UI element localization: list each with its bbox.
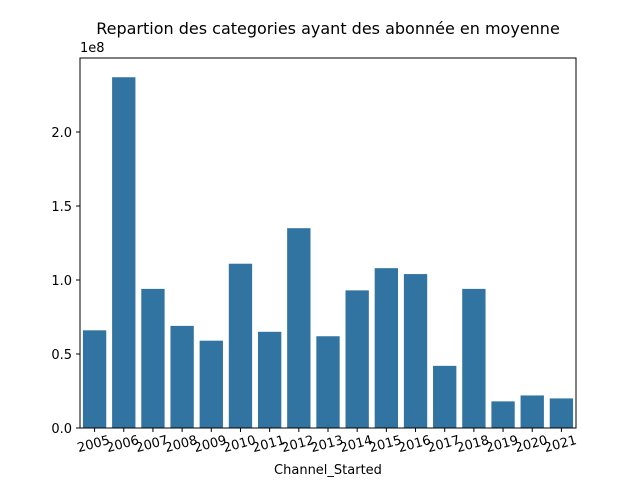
bar-2009 — [199, 340, 223, 428]
bar-2012 — [287, 228, 311, 428]
bar-2010 — [228, 263, 253, 428]
bar-2005 — [82, 330, 107, 428]
bar-2006 — [112, 77, 136, 429]
bar-2021 — [549, 398, 574, 428]
x-axis-label: Channel_Started — [274, 463, 382, 478]
bar-2018 — [462, 288, 486, 428]
bar-2020 — [520, 395, 544, 428]
bar-2014 — [345, 290, 369, 428]
bar-2007 — [141, 288, 165, 428]
chart-title: Repartion des categories ayant des abonn… — [96, 19, 560, 38]
x-tick-label: 2021 — [543, 433, 579, 456]
bar-2017 — [433, 365, 457, 428]
plot-frame — [79, 57, 577, 429]
y-axis-ticks: 0.0 0.5 1.0 1.5 2.0 — [51, 126, 80, 437]
x-axis-ticks: 2005200620072008200920102011201220132014… — [76, 428, 579, 456]
y-tick-label: 0.0 — [51, 422, 72, 437]
bar-2016 — [403, 274, 428, 428]
y-tick-label: 1.5 — [51, 200, 72, 215]
y-tick-label: 1.0 — [51, 274, 72, 289]
bar-2015 — [374, 268, 399, 428]
bar-2013 — [316, 336, 340, 428]
y-tick-label: 0.5 — [51, 348, 72, 363]
bar-2008 — [170, 325, 194, 428]
bar-2019 — [491, 401, 515, 428]
y-axis-offset-label: 1e8 — [80, 41, 105, 56]
bar-2011 — [257, 331, 282, 428]
y-tick-label: 2.0 — [51, 126, 72, 141]
bars-group — [82, 77, 574, 429]
